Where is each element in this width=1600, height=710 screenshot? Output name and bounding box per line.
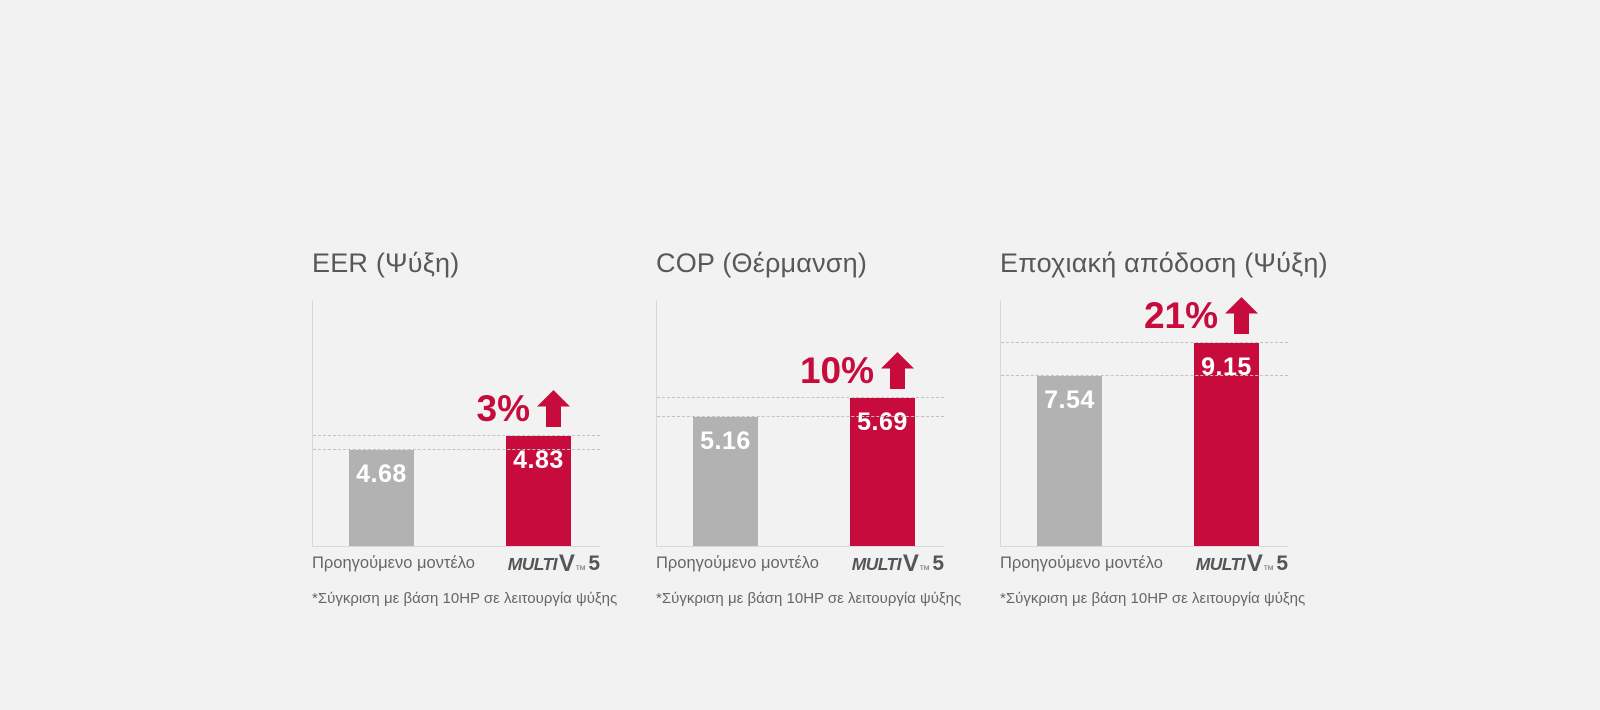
increase-percent-label: 3% bbox=[476, 388, 530, 429]
bar-value-label: 9.15 bbox=[1201, 353, 1252, 381]
bar-value-label: 4.68 bbox=[356, 460, 407, 488]
logo-multi-text: MULTI bbox=[507, 553, 558, 574]
x-axis-labels: Προηγούμενο μοντέλο MULTI V TM 5 bbox=[1000, 550, 1288, 576]
multi-v5-logo: MULTI V TM 5 bbox=[851, 549, 944, 577]
x-axis-labels: Προηγούμενο μοντέλο MULTI V TM 5 bbox=[312, 550, 600, 576]
logo-v-text: V bbox=[902, 549, 919, 577]
bar-value-label: 7.54 bbox=[1044, 386, 1095, 414]
increase-percent-label: 21% bbox=[1143, 295, 1218, 336]
bar-value-label: 5.69 bbox=[857, 408, 908, 436]
gridline-new-level bbox=[657, 397, 944, 398]
logo-trademark-text: TM bbox=[1263, 564, 1274, 572]
gridline-previous-level bbox=[313, 449, 600, 450]
logo-multi-text: MULTI bbox=[851, 553, 902, 574]
increase-percent-label: 10% bbox=[799, 350, 874, 391]
up-arrow-icon bbox=[537, 390, 570, 427]
multi-v5-logo: MULTI V TM 5 bbox=[1195, 549, 1288, 577]
bar-multi-v5: 9.15 bbox=[1194, 343, 1259, 546]
bar-previous-model: 7.54 bbox=[1037, 376, 1102, 546]
plot-area: 4.68 4.83 3% bbox=[312, 300, 600, 547]
increase-annotation: 3% bbox=[476, 388, 570, 429]
logo-5-text: 5 bbox=[1276, 551, 1288, 575]
x-label-previous-model: Προηγούμενο μοντέλο bbox=[1000, 553, 1163, 572]
chart-seasonal-efficiency-cooling: Εποχιακή απόδοση (Ψύξη) 7.54 9.15 21% Πρ… bbox=[1000, 240, 1328, 620]
bar-previous-model: 5.16 bbox=[693, 417, 758, 546]
plot-area: 7.54 9.15 21% bbox=[1000, 295, 1288, 547]
plot-area: 5.16 5.69 10% bbox=[656, 300, 944, 547]
bar-previous-model: 4.68 bbox=[349, 450, 414, 546]
bar-multi-v5: 4.83 bbox=[506, 436, 571, 546]
footnote: *Σύγκριση με βάση 10HP σε λειτουργία ψύξ… bbox=[656, 590, 962, 607]
chart-title: EER (Ψύξη) bbox=[312, 248, 460, 278]
multi-v5-logo: MULTI V TM 5 bbox=[507, 549, 600, 577]
gridline-new-level bbox=[1001, 342, 1288, 343]
bar-multi-v5: 5.69 bbox=[850, 398, 915, 546]
chart-title: Εποχιακή απόδοση (Ψύξη) bbox=[1000, 248, 1328, 278]
logo-5-text: 5 bbox=[588, 551, 600, 575]
chart-cop-heating: COP (Θέρμανση) 5.16 5.69 10% Προηγούμενο… bbox=[656, 240, 961, 620]
chart-title: COP (Θέρμανση) bbox=[656, 248, 868, 278]
gridline-new-level bbox=[313, 435, 600, 436]
gridline-previous-level bbox=[1001, 375, 1288, 376]
logo-trademark-text: TM bbox=[919, 564, 930, 572]
chart-eer-cooling: EER (Ψύξη) 4.68 4.83 3% Προηγούμενο μοντ… bbox=[312, 240, 617, 620]
x-label-previous-model: Προηγούμενο μοντέλο bbox=[656, 553, 819, 572]
logo-multi-text: MULTI bbox=[1195, 553, 1246, 574]
gridline-previous-level bbox=[657, 416, 944, 417]
footnote: *Σύγκριση με βάση 10HP σε λειτουργία ψύξ… bbox=[312, 590, 618, 607]
bar-value-label: 5.16 bbox=[700, 427, 751, 455]
increase-annotation: 10% bbox=[799, 350, 914, 391]
up-arrow-icon bbox=[1225, 297, 1258, 334]
footnote: *Σύγκριση με βάση 10HP σε λειτουργία ψύξ… bbox=[1000, 590, 1306, 607]
x-label-previous-model: Προηγούμενο μοντέλο bbox=[312, 553, 475, 572]
up-arrow-icon bbox=[881, 352, 914, 389]
bar-value-label: 4.83 bbox=[513, 446, 564, 474]
increase-annotation: 21% bbox=[1143, 295, 1258, 336]
logo-v-text: V bbox=[1246, 549, 1263, 577]
x-axis-labels: Προηγούμενο μοντέλο MULTI V TM 5 bbox=[656, 550, 944, 576]
logo-v-text: V bbox=[558, 549, 575, 577]
logo-5-text: 5 bbox=[932, 551, 944, 575]
logo-trademark-text: TM bbox=[575, 564, 586, 572]
